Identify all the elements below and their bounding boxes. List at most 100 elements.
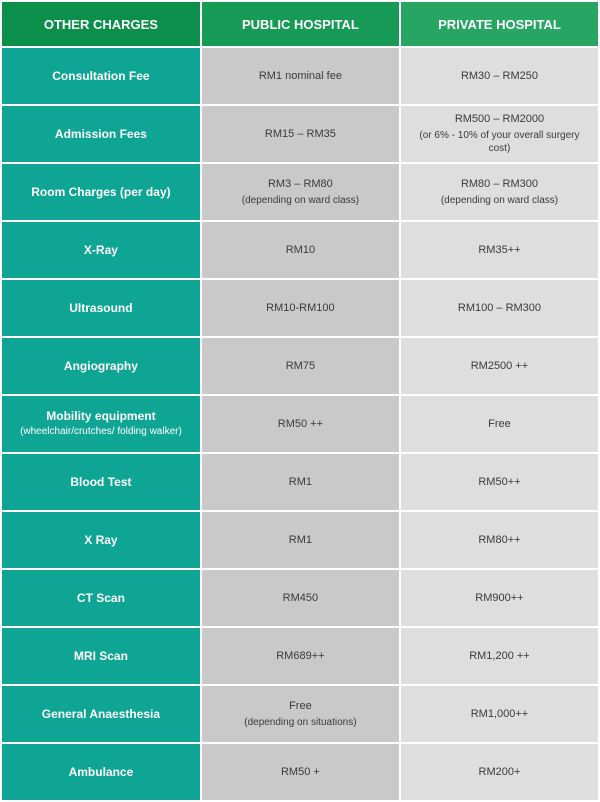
row-label-text: Ultrasound	[69, 301, 132, 315]
table-row: General Anaesthesia Free (depending on sit…	[2, 686, 598, 742]
private-hospital-subtext: (or 6% - 10% of your overall surgery cos…	[409, 129, 590, 156]
private-hospital-cell: RM35++	[401, 222, 598, 278]
public-hospital-cell: RM1	[202, 454, 399, 510]
private-hospital-cell: RM80++	[401, 512, 598, 568]
row-label-text: Room Charges (per day)	[31, 185, 170, 199]
row-label: CT Scan	[2, 570, 200, 626]
private-hospital-value: RM2500 ++	[471, 360, 528, 372]
row-label: Admission Fees	[2, 106, 200, 162]
private-hospital-value: RM35++	[478, 244, 520, 256]
private-hospital-value: RM500 – RM2000	[455, 113, 544, 125]
table-row: Consultation Fee RM1 nominal fee RM30 – RM…	[2, 48, 598, 104]
row-label: General Anaesthesia	[2, 686, 200, 742]
table-row: X Ray RM1 RM80++	[2, 512, 598, 568]
public-hospital-cell: RM1 nominal fee	[202, 48, 399, 104]
table-row: Mobility equipment (wheelchair/crutches/ …	[2, 396, 598, 452]
public-hospital-value: RM50 ++	[278, 418, 323, 430]
public-hospital-value: RM1	[289, 534, 312, 546]
row-label-subtext: (wheelchair/crutches/ folding walker)	[10, 426, 192, 439]
private-hospital-value: RM80 – RM300	[461, 178, 538, 190]
public-hospital-value: RM450	[283, 592, 318, 604]
public-hospital-value: RM1	[289, 476, 312, 488]
header-row: OTHER CHARGES PUBLIC HOSPITAL PRIVATE HO…	[2, 2, 598, 46]
table-row: Room Charges (per day) RM3 – RM80 (dependi…	[2, 164, 598, 220]
private-hospital-cell: RM100 – RM300	[401, 280, 598, 336]
public-hospital-cell: RM689++	[202, 628, 399, 684]
public-hospital-cell: RM75	[202, 338, 399, 394]
public-hospital-subtext: (depending on ward class)	[210, 194, 391, 208]
private-hospital-cell: RM80 – RM300 (depending on ward class)	[401, 164, 598, 220]
row-label-text: General Anaesthesia	[42, 707, 160, 721]
private-hospital-cell: RM50++	[401, 454, 598, 510]
public-hospital-subtext: (depending on situations)	[210, 716, 391, 730]
public-hospital-value: RM50 +	[281, 766, 320, 778]
private-hospital-value: RM1,000++	[471, 708, 528, 720]
public-hospital-cell: RM50 +	[202, 744, 399, 800]
public-hospital-cell: RM10-RM100	[202, 280, 399, 336]
table-row: MRI Scan RM689++ RM1,200 ++	[2, 628, 598, 684]
table-row: Angiography RM75 RM2500 ++	[2, 338, 598, 394]
public-hospital-value: RM75	[286, 360, 315, 372]
table-row: Ambulance RM50 + RM200+	[2, 744, 598, 800]
header-other-charges: OTHER CHARGES	[2, 2, 200, 46]
private-hospital-cell: RM1,000++	[401, 686, 598, 742]
header-private-hospital: PRIVATE HOSPITAL	[401, 2, 598, 46]
row-label-text: CT Scan	[77, 591, 125, 605]
table-body: Consultation Fee RM1 nominal fee RM30 – RM…	[2, 48, 598, 800]
table-row: X-Ray RM10 RM35++	[2, 222, 598, 278]
header-public-hospital: PUBLIC HOSPITAL	[202, 2, 399, 46]
row-label-text: X Ray	[84, 533, 117, 547]
private-hospital-value: RM50++	[478, 476, 520, 488]
row-label: Room Charges (per day)	[2, 164, 200, 220]
row-label: X Ray	[2, 512, 200, 568]
public-hospital-cell: RM1	[202, 512, 399, 568]
row-label: X-Ray	[2, 222, 200, 278]
row-label: Ambulance	[2, 744, 200, 800]
private-hospital-value: Free	[488, 418, 511, 430]
row-label-text: Mobility equipment	[46, 409, 155, 423]
private-hospital-value: RM900++	[475, 592, 523, 604]
private-hospital-cell: RM900++	[401, 570, 598, 626]
public-hospital-value: RM689++	[276, 650, 324, 662]
table-row: Ultrasound RM10-RM100 RM100 – RM300	[2, 280, 598, 336]
row-label: Consultation Fee	[2, 48, 200, 104]
charges-table: OTHER CHARGES PUBLIC HOSPITAL PRIVATE HO…	[0, 0, 600, 802]
row-label-text: MRI Scan	[74, 649, 128, 663]
row-label: MRI Scan	[2, 628, 200, 684]
private-hospital-value: RM100 – RM300	[458, 302, 541, 314]
public-hospital-cell: RM15 – RM35	[202, 106, 399, 162]
row-label-text: Blood Test	[70, 475, 131, 489]
table-row: Admission FeesRM15 – RM35 RM500 – RM2000 (…	[2, 106, 598, 162]
row-label-text: Ambulance	[69, 765, 134, 779]
private-hospital-cell: RM200+	[401, 744, 598, 800]
private-hospital-cell: RM1,200 ++	[401, 628, 598, 684]
table-row: CT Scan RM450 RM900++	[2, 570, 598, 626]
public-hospital-cell: Free (depending on situations)	[202, 686, 399, 742]
public-hospital-value: RM3 – RM80	[268, 178, 333, 190]
private-hospital-value: RM200+	[479, 766, 521, 778]
table-row: Blood Test RM1 RM50++	[2, 454, 598, 510]
public-hospital-cell: RM50 ++	[202, 396, 399, 452]
public-hospital-value: Free	[289, 700, 312, 712]
public-hospital-value: RM1 nominal fee	[259, 70, 342, 82]
row-label-text: X-Ray	[84, 243, 118, 257]
public-hospital-cell: RM3 – RM80 (depending on ward class)	[202, 164, 399, 220]
private-hospital-cell: Free	[401, 396, 598, 452]
private-hospital-subtext: (depending on ward class)	[409, 194, 590, 208]
row-label: Blood Test	[2, 454, 200, 510]
private-hospital-cell: RM30 – RM250	[401, 48, 598, 104]
row-label-text: Consultation Fee	[52, 69, 149, 83]
row-label: Mobility equipment (wheelchair/crutches/ …	[2, 396, 200, 452]
public-hospital-value: RM10-RM100	[266, 302, 334, 314]
public-hospital-cell: RM450	[202, 570, 399, 626]
private-hospital-value: RM30 – RM250	[461, 70, 538, 82]
private-hospital-cell: RM2500 ++	[401, 338, 598, 394]
row-label: Ultrasound	[2, 280, 200, 336]
row-label: Angiography	[2, 338, 200, 394]
public-hospital-value: RM10	[286, 244, 315, 256]
private-hospital-value: RM80++	[478, 534, 520, 546]
private-hospital-cell: RM500 – RM2000 (or 6% - 10% of your overa…	[401, 106, 598, 162]
row-label-text: Angiography	[64, 359, 138, 373]
private-hospital-value: RM1,200 ++	[469, 650, 530, 662]
public-hospital-cell: RM10	[202, 222, 399, 278]
